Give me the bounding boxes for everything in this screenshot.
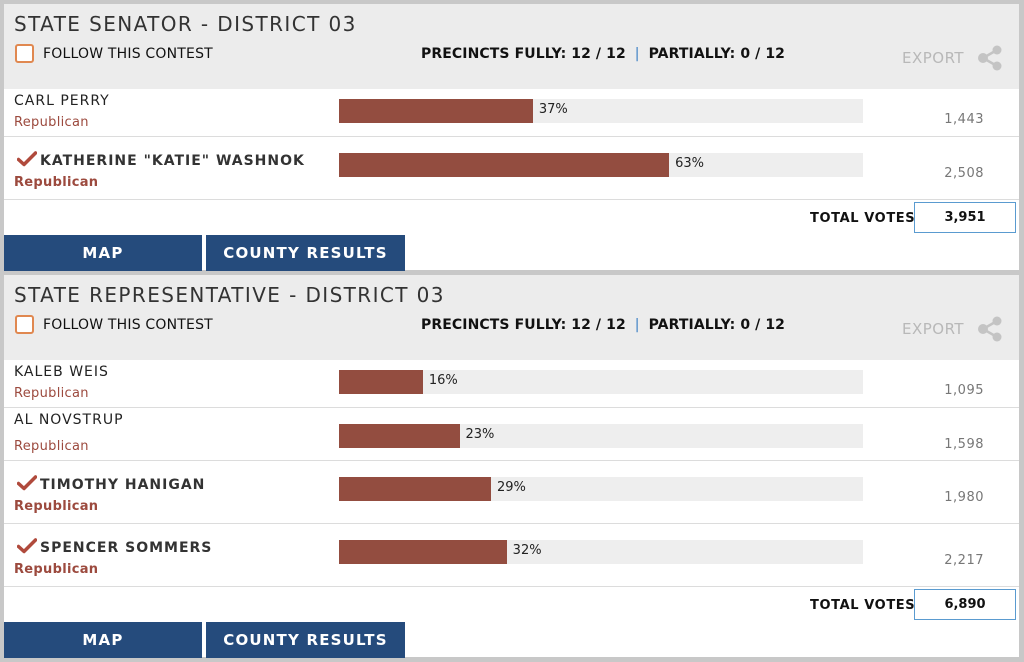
export-label: EXPORT <box>902 49 965 67</box>
follow-contest-label: FOLLOW THIS CONTEST <box>43 45 213 62</box>
vote-percent: 23% <box>465 427 495 442</box>
contest-state-representative: STATE REPRESENTATIVE - DISTRICT 03 FOLLO… <box>4 275 1019 658</box>
contest-title: STATE REPRESENTATIVE - DISTRICT 03 <box>14 283 445 307</box>
candidate-name: SPENCER SOMMERS <box>40 540 213 556</box>
candidate-row: AL NOVSTRUP Republican 23% 1,598 <box>4 408 1019 461</box>
candidate-name: KATHERINE "KATIE" WASHNOK <box>40 153 305 169</box>
contest-state-senator: STATE SENATOR - DISTRICT 03 FOLLOW THIS … <box>4 4 1019 271</box>
candidate-row: TIMOTHY HANIGAN Republican 29% 1,980 <box>4 461 1019 524</box>
vote-bar-fill <box>339 153 670 177</box>
candidate-party: Republican <box>14 562 99 577</box>
contest-buttons: MAP COUNTY RESULTS <box>4 622 405 658</box>
precincts-partially: PARTIALLY: 0 / 12 <box>648 46 786 62</box>
candidate-party: Republican <box>14 115 89 130</box>
vote-bar-track: 63% <box>339 153 863 177</box>
vote-bar-track: 37% <box>339 99 863 123</box>
candidate-row: KALEB WEIS Republican 16% 1,095 <box>4 360 1019 408</box>
candidate-votes: 1,980 <box>944 490 984 505</box>
candidate-name: KALEB WEIS <box>14 364 109 380</box>
precincts-fully: PRECINCTS FULLY: 12 / 12 <box>421 46 626 62</box>
vote-percent: 63% <box>675 156 705 171</box>
checkmark-icon <box>17 538 37 554</box>
vote-bar-track: 16% <box>339 370 863 394</box>
precincts-partially: PARTIALLY: 0 / 12 <box>648 317 786 333</box>
follow-contest-toggle[interactable]: FOLLOW THIS CONTEST <box>15 315 213 334</box>
vote-bar-fill <box>339 540 507 564</box>
contest-header: STATE SENATOR - DISTRICT 03 FOLLOW THIS … <box>4 4 1019 89</box>
follow-contest-label: FOLLOW THIS CONTEST <box>43 316 213 333</box>
total-votes-value: 3,951 <box>914 202 1016 233</box>
map-button[interactable]: MAP <box>4 622 202 658</box>
vote-bar-track: 29% <box>339 477 863 501</box>
checkmark-icon <box>17 475 37 491</box>
candidate-name: TIMOTHY HANIGAN <box>40 477 206 493</box>
candidate-party: Republican <box>14 499 99 514</box>
checkbox-icon[interactable] <box>15 44 34 63</box>
vote-bar-track: 23% <box>339 424 863 448</box>
candidate-row: KATHERINE "KATIE" WASHNOK Republican 63%… <box>4 137 1019 200</box>
candidate-party: Republican <box>14 175 99 190</box>
export-button[interactable]: EXPORT <box>902 45 1004 71</box>
candidate-name: CARL PERRY <box>14 93 110 109</box>
total-votes-value: 6,890 <box>914 589 1016 620</box>
export-label: EXPORT <box>902 320 965 338</box>
precincts-fully: PRECINCTS FULLY: 12 / 12 <box>421 317 626 333</box>
contest-header: STATE REPRESENTATIVE - DISTRICT 03 FOLLO… <box>4 275 1019 360</box>
total-votes-row: TOTAL VOTES 6,890 <box>4 587 1019 623</box>
vote-bar-fill <box>339 370 423 394</box>
vote-bar-track: 32% <box>339 540 863 564</box>
candidate-row: CARL PERRY Republican 37% 1,443 <box>4 89 1019 137</box>
candidate-votes: 2,217 <box>944 553 984 568</box>
vote-percent: 16% <box>428 373 458 388</box>
export-button[interactable]: EXPORT <box>902 316 1004 342</box>
candidate-row: SPENCER SOMMERS Republican 32% 2,217 <box>4 524 1019 587</box>
candidate-votes: 1,598 <box>944 437 984 452</box>
vote-bar-fill <box>339 99 533 123</box>
follow-contest-toggle[interactable]: FOLLOW THIS CONTEST <box>15 44 213 63</box>
candidate-votes: 1,443 <box>944 112 984 127</box>
precincts-status: PRECINCTS FULLY: 12 / 12 | PARTIALLY: 0 … <box>421 46 785 62</box>
precincts-status: PRECINCTS FULLY: 12 / 12 | PARTIALLY: 0 … <box>421 317 785 333</box>
county-results-button[interactable]: COUNTY RESULTS <box>206 235 405 271</box>
candidate-party: Republican <box>14 386 89 401</box>
candidate-votes: 1,095 <box>944 383 984 398</box>
checkbox-icon[interactable] <box>15 315 34 334</box>
contest-title: STATE SENATOR - DISTRICT 03 <box>14 12 357 36</box>
map-button[interactable]: MAP <box>4 235 202 271</box>
contest-buttons: MAP COUNTY RESULTS <box>4 235 405 271</box>
vote-percent: 32% <box>512 543 542 558</box>
total-votes-label: TOTAL VOTES <box>810 211 916 226</box>
candidate-name: AL NOVSTRUP <box>14 412 124 428</box>
vote-bar-fill <box>339 424 460 448</box>
precincts-separator: | <box>634 46 640 62</box>
share-icon[interactable] <box>976 45 1004 71</box>
vote-percent: 29% <box>496 480 526 495</box>
vote-bar-fill <box>339 477 491 501</box>
total-votes-row: TOTAL VOTES 3,951 <box>4 200 1019 236</box>
county-results-button[interactable]: COUNTY RESULTS <box>206 622 405 658</box>
precincts-separator: | <box>634 317 640 333</box>
total-votes-label: TOTAL VOTES <box>810 598 916 613</box>
checkmark-icon <box>17 151 37 167</box>
vote-percent: 37% <box>538 102 568 117</box>
candidate-party: Republican <box>14 439 89 454</box>
candidate-votes: 2,508 <box>944 166 984 181</box>
share-icon[interactable] <box>976 316 1004 342</box>
